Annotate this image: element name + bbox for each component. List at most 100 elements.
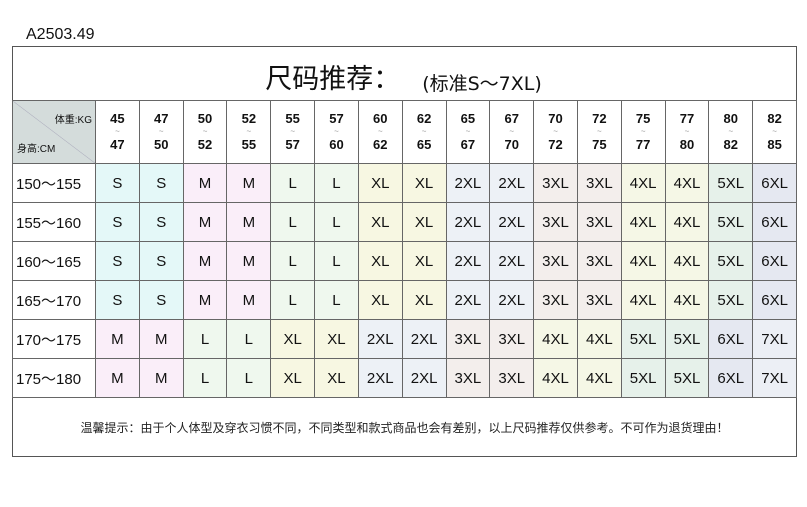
range-tilde: ~ — [553, 127, 558, 136]
weight-range-header: 57 ~60 — [314, 100, 359, 164]
weight-range-header: 45 ~47 — [95, 100, 140, 164]
weight-min: 47 — [153, 111, 169, 126]
weight-range-header: 82 ~85 — [752, 100, 797, 164]
weight-label: 体重:KG — [54, 115, 92, 126]
size-cell: 2XL — [445, 280, 491, 320]
size-cell: 2XL — [401, 319, 447, 359]
weight-range-header: 65 ~67 — [445, 100, 491, 164]
range-tilde: ~ — [421, 127, 427, 136]
size-cell: L — [226, 358, 272, 398]
weight-range-header: 75 ~77 — [620, 100, 666, 164]
weight-max: 62 — [373, 137, 388, 152]
weight-range-header: 80 ~82 — [708, 100, 754, 164]
height-range-label: 150～155 — [12, 163, 96, 203]
size-cell: XL — [357, 280, 403, 320]
weight-min: 62 — [416, 111, 432, 126]
weight-range-header: 60 ~62 — [357, 100, 403, 164]
weight-min: 72 — [592, 111, 607, 126]
size-cell: 2XL — [445, 241, 491, 281]
size-cell: 4XL — [664, 280, 710, 320]
size-cell: M — [182, 163, 228, 203]
size-cell: 4XL — [533, 319, 578, 359]
size-cell: XL — [357, 202, 403, 242]
table-row: 150～155 S S M M L L XL XL 2XL 2XL 3XL 3XL 4XL 4XL 5XL 6X… — [12, 163, 797, 203]
chart-title: 尺码推荐： (标准S～7XL) — [13, 47, 796, 101]
size-cell: M — [226, 202, 272, 242]
size-cell: 3XL — [533, 280, 578, 320]
table-row: 155～160 S S M M L L XL XL 2XL 2XL 3XL 3XL 4XL 4XL 5XL 6X… — [12, 202, 797, 242]
weight-range-header: 52 ~55 — [226, 100, 272, 164]
height-range-label: 155～160 — [12, 202, 96, 242]
weight-range-header: 70 ~72 — [533, 100, 578, 164]
size-cell: 5XL — [620, 358, 666, 398]
size-cell: 7XL — [752, 319, 797, 359]
table-row: 160～165 S S M M L L XL XL 2XL 2XL 3XL 3XL 4XL 4XL 5XL 6X… — [12, 241, 797, 281]
title-main: 尺码推荐： — [265, 64, 401, 95]
size-cell: L — [182, 319, 228, 359]
size-cell: 4XL — [664, 202, 710, 242]
size-cell: M — [182, 202, 228, 242]
weight-min: 75 — [635, 111, 651, 126]
size-cell: L — [314, 241, 359, 281]
weight-min: 80 — [723, 111, 739, 126]
table-row: 165～170 S S M M L L XL XL 2XL 2XL 3XL 3XL 4XL 4XL 5XL 6X… — [12, 280, 797, 320]
size-cell: 3XL — [533, 163, 578, 203]
weight-min: 57 — [329, 111, 344, 126]
product-code: A2503.49 — [26, 26, 95, 43]
size-cell: XL — [314, 358, 359, 398]
weight-range-header: 67 ~70 — [489, 100, 535, 164]
weight-max: 47 — [110, 137, 125, 152]
size-cell: L — [270, 280, 316, 320]
size-cell: 4XL — [664, 241, 710, 281]
size-cell: 4XL — [620, 163, 666, 203]
range-tilde: ~ — [465, 127, 471, 136]
size-cell: XL — [357, 241, 403, 281]
header-row: 体重:KG 身高:CM 45 ~47 47 ~50 50 ~52 52 ~55 55 ~57 57 ~… — [12, 100, 797, 164]
weight-min: 82 — [767, 111, 782, 126]
height-range-label: 160～165 — [12, 241, 96, 281]
weight-max: 72 — [548, 137, 563, 152]
weight-range-header: 77 ~80 — [664, 100, 710, 164]
size-cell: 3XL — [489, 319, 535, 359]
size-cell: 2XL — [445, 202, 491, 242]
size-cell: M — [138, 358, 184, 398]
weight-max: 67 — [460, 137, 476, 152]
size-cell: 6XL — [752, 241, 797, 281]
size-cell: 3XL — [445, 358, 491, 398]
weight-min: 67 — [504, 111, 519, 126]
range-tilde: ~ — [246, 127, 252, 136]
size-cell: S — [138, 241, 184, 281]
size-cell: L — [182, 358, 228, 398]
weight-max: 85 — [767, 137, 782, 152]
size-cell: 2XL — [489, 163, 535, 203]
range-tilde: ~ — [640, 127, 646, 136]
size-cell: XL — [357, 163, 403, 203]
size-table: 体重:KG 身高:CM 45 ~47 47 ~50 50 ~52 52 ~55 55 ~57 57 ~… — [12, 100, 797, 398]
size-cell: 2XL — [489, 241, 535, 281]
size-cell: L — [314, 163, 359, 203]
weight-max: 80 — [679, 137, 695, 152]
weight-max: 70 — [504, 137, 519, 152]
weight-min: 77 — [679, 111, 695, 126]
weight-max: 57 — [285, 137, 300, 152]
range-tilde: ~ — [202, 127, 208, 136]
size-cell: 5XL — [708, 163, 754, 203]
size-chart: 尺码推荐： (标准S～7XL) 体重:KG 身高:CM 45 ~47 47 ~50 50 ~… — [12, 46, 797, 457]
size-cell: 6XL — [708, 358, 754, 398]
size-cell: 5XL — [708, 202, 754, 242]
size-cell: 4XL — [620, 202, 666, 242]
height-range-label: 170～175 — [12, 319, 96, 359]
size-cell: 5XL — [664, 358, 710, 398]
size-cell: 5XL — [708, 241, 754, 281]
weight-min: 50 — [197, 111, 213, 126]
range-tilde: ~ — [334, 127, 339, 136]
size-cell: L — [314, 280, 359, 320]
size-cell: 3XL — [489, 358, 535, 398]
weight-min: 60 — [373, 111, 388, 126]
range-tilde: ~ — [290, 127, 295, 136]
size-cell: XL — [401, 202, 447, 242]
size-cell: 2XL — [489, 202, 535, 242]
size-cell: 3XL — [576, 280, 622, 320]
size-cell: 6XL — [708, 319, 754, 359]
size-cell: L — [270, 202, 316, 242]
